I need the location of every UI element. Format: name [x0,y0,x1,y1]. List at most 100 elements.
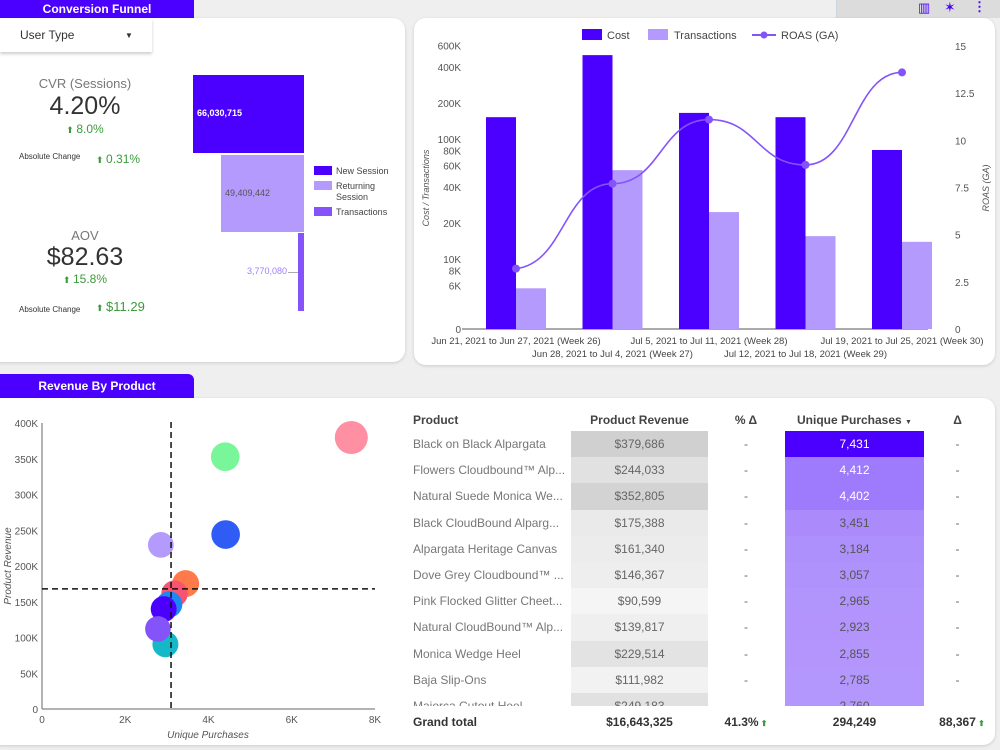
y-tick-label: 200K [15,562,39,573]
roas-point [801,160,810,169]
x-tick-label: Jul 12, 2021 to Jul 18, 2021 (Week 29) [724,349,887,360]
header-label: Product Revenue [590,413,689,427]
column-header[interactable]: Product Revenue [571,413,708,427]
product-name: Monica Wedge Heel [413,646,521,661]
table-row[interactable]: Alpargata Heritage Canvas $161,340 - 3,1… [400,535,1000,562]
y-tick-label: 600K [438,42,462,53]
scatter-point[interactable] [150,596,177,622]
revenue-change-cell: - [744,646,748,661]
cvr-value: 4.20% [49,92,121,120]
table-row[interactable]: Flowers Cloudbound™ Alp... $244,033 - 4,… [400,457,1000,484]
table-row[interactable]: Baja Slip-Ons $111,982 - 2,785 - [400,666,1000,693]
scatter-point[interactable] [145,616,171,642]
total-purchases-change: 88,367 [939,715,976,729]
legend-label: Cost [607,30,630,42]
magic-icon[interactable]: ✶ [944,0,956,15]
y-tick-label: 0 [455,325,461,336]
arrow-up-icon: ⬆ [758,719,768,728]
scatter-point[interactable] [211,520,240,549]
y-right-tick-label: 7.5 [955,184,969,195]
arrow-up-icon: ⬆ [66,125,77,135]
transactions-bar [612,170,643,329]
funnel-bar-transactions[interactable] [298,233,304,311]
purchases-change-cell: - [955,699,960,706]
y-tick-label: 400K [438,63,462,74]
chart-add-icon[interactable]: ▥ [918,0,931,15]
cost-bar [775,117,806,329]
aov-scorecard: AOV $82.63 ⬆ 15.8% [0,228,170,286]
cost-bar [486,117,516,329]
aov-change: 15.8% [73,272,108,286]
user-type-filter[interactable]: User Type ▼ [0,19,152,52]
sort-down-icon: ▼ [905,419,912,426]
product-revenue-cell: $111,982 [571,666,708,693]
total-revenue: $16,643,325 [606,715,673,729]
y-right-tick-label: 2.5 [955,278,969,289]
y-tick-label: 150K [15,598,39,609]
purchases-change-cell: - [955,568,960,582]
roas-point [512,264,520,273]
unique-purchases-cell: 2,965 [785,588,924,615]
table-row[interactable]: Monica Wedge Heel $229,514 - 2,855 - [400,640,1000,667]
funnel-value: 49,409,442 [225,188,271,198]
column-header[interactable]: % Δ [720,413,772,427]
product-name: Majorca Cutout Heel [413,699,523,706]
table-row[interactable]: Black CloudBound Alparg... $175,388 - 3,… [400,509,1000,536]
revenue-change-cell: - [744,541,748,556]
x-tick-label: 0 [39,715,45,726]
column-header[interactable]: Product [413,413,573,427]
y-right-tick-label: 10 [955,136,967,147]
y-right-tick-label: 5 [955,231,961,242]
cost-bar [679,112,709,330]
table-row[interactable]: Pink Flocked Glitter Cheet... $90,599 - … [400,588,1000,615]
cvr-abs-label: Absolute Change [19,152,81,161]
product-name: Black CloudBound Alparg... [413,515,560,530]
more-vert-icon[interactable]: ⋮ [973,0,986,14]
funnel-leader-line [288,272,298,273]
column-header[interactable]: Δ [930,413,985,427]
header-label: Δ [953,413,962,427]
table-row[interactable]: Natural Suede Monica We... $352,805 - 4,… [400,483,1000,510]
funnel-value: 66,030,715 [197,108,243,118]
y-tick-label: 0 [32,705,38,716]
transactions-bar [709,212,739,329]
purchases-change-cell: - [955,594,960,609]
header-label: Product [413,413,459,427]
revenue-by-product-tab[interactable]: Revenue By Product [0,374,194,398]
unique-purchases-cell: 7,431 [785,431,924,458]
y-tick-label: 80K [443,147,461,158]
legend-swatch-roas-dot [760,31,768,39]
conversion-funnel-tab[interactable]: Conversion Funnel [0,0,194,18]
cost-bar [872,149,902,329]
x-tick-label: 8K [369,715,382,726]
funnel-bar-new-session[interactable]: 66,030,715 [193,75,304,153]
total-label: Grand total [413,715,478,729]
table-row[interactable]: Natural CloudBound™ Alp... $139,817 - 2,… [400,614,1000,641]
revenue-scatter-chart: 0 50K 100K 150K 200K 250K 300K 350K 400K 0 2K 4K 6K 8… [3,419,382,741]
product-name: Natural Suede Monica We... [413,489,563,504]
total-unique-purchases: 294,249 [832,715,877,729]
scatter-point[interactable] [147,532,174,558]
table-row[interactable]: Black on Black Alpargata $379,686 - 7,43… [400,431,1000,458]
scatter-point[interactable] [334,421,368,455]
funnel-bar-returning-session[interactable]: 49,409,442 [221,155,304,232]
scatter-point[interactable] [210,442,240,472]
caret-down-icon: ▼ [125,31,133,40]
legend-label: Transactions [336,207,388,217]
legend-label: New Session [336,166,389,176]
column-header[interactable]: Unique Purchases ▼ [785,413,924,427]
table-row[interactable]: Dove Grey Cloudbound™ ... $146,367 - 3,0… [400,562,1000,589]
aov-abs-value: $11.29 [106,299,145,314]
total-revenue-change: 41.3% [724,715,759,729]
product-name: Dove Grey Cloudbound™ ... [413,568,564,582]
product-revenue-cell: $90,599 [571,588,708,615]
y-tick-label: 6K [449,282,462,293]
roas-point [608,179,617,188]
arrow-up-icon: ⬆ [96,303,107,313]
product-revenue-cell: $146,367 [571,562,708,589]
unique-purchases-cell: 2,855 [785,640,924,667]
funnel-legend: New Session Returning Session Transactio… [314,166,389,218]
y-right-tick-label: 12.5 [955,89,975,100]
table-row[interactable]: Majorca Cutout Heel $249,183 - 2,760 - [400,693,1000,706]
aov-abs-label: Absolute Change [19,305,81,314]
